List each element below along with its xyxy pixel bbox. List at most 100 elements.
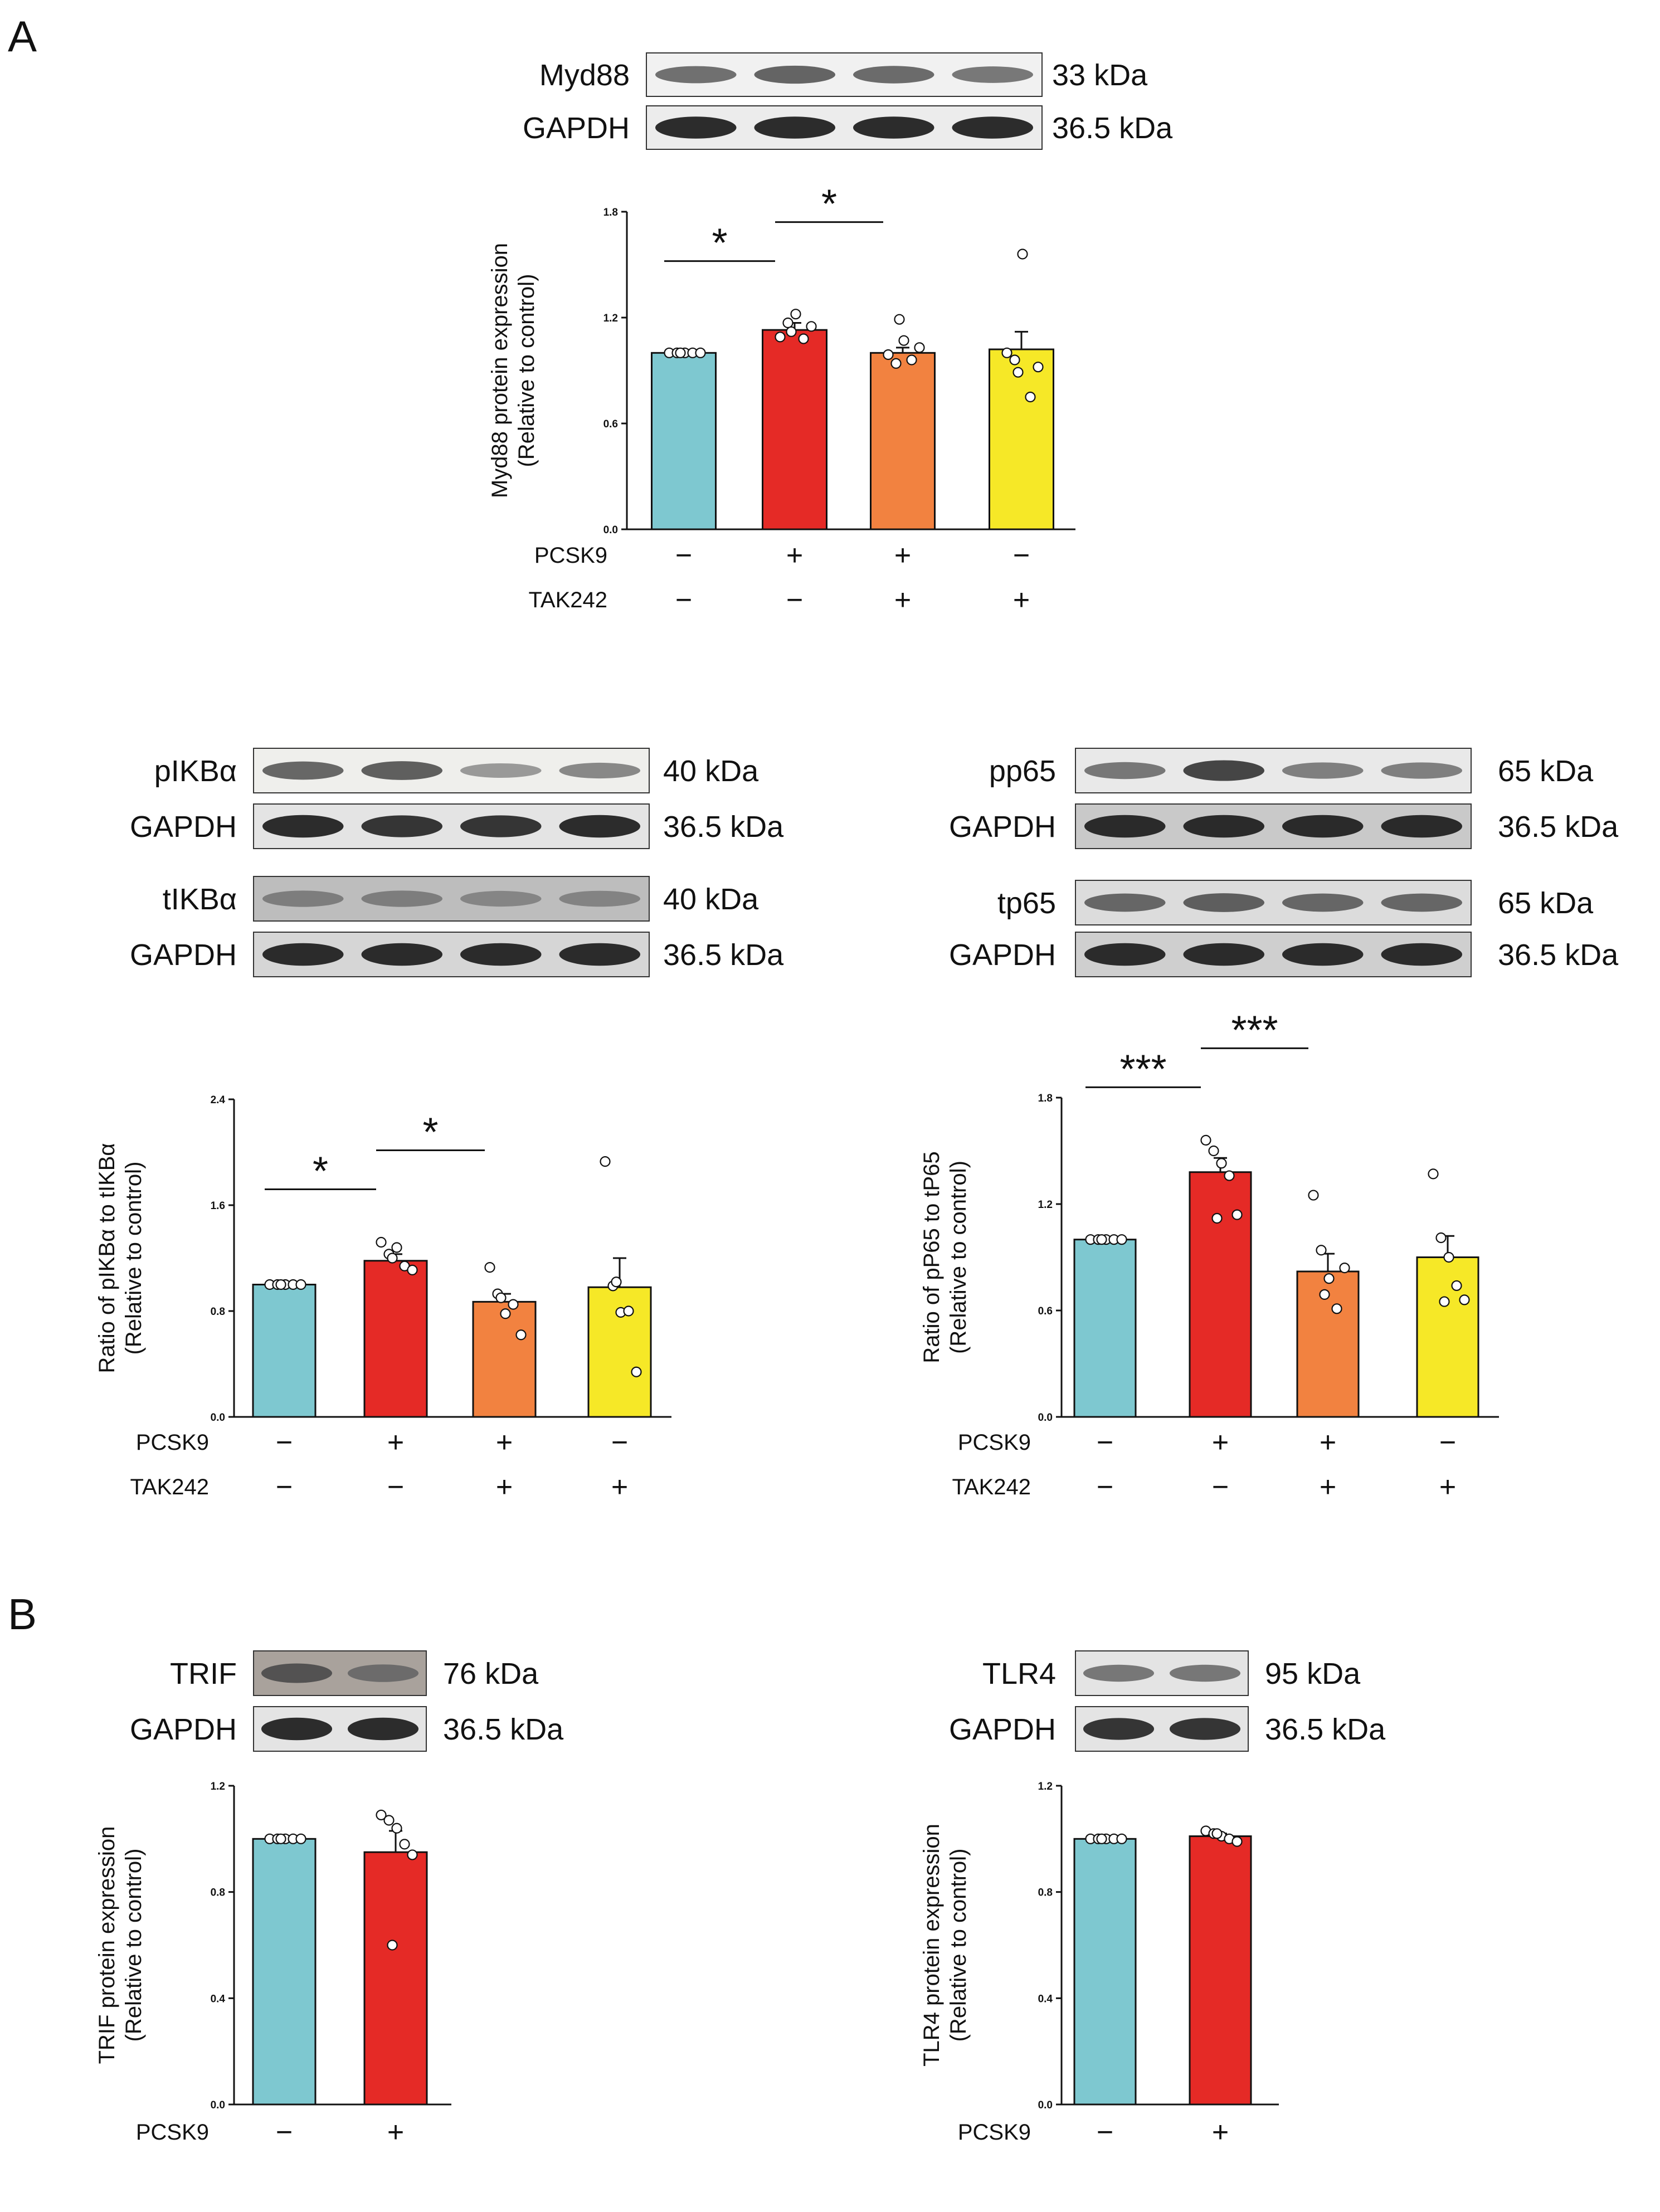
- condition-sign: +: [496, 1426, 513, 1459]
- y-tick-label: 1.2: [603, 313, 618, 324]
- data-point: [798, 333, 809, 344]
- ikb-chart: 0.0 0.8 1.6 2.4 Ratio of pIKBα to tIKBα (Rela…: [95, 1094, 671, 1503]
- y-tick-label: 0.6: [1038, 1305, 1053, 1317]
- condition-label: TAK242: [528, 588, 607, 612]
- condition-sign: −: [276, 1471, 293, 1503]
- y-tick-label: 0.0: [603, 524, 618, 536]
- y-axis-label: TRIF protein expression: [95, 1826, 119, 2064]
- data-point: [1216, 1158, 1227, 1169]
- data-point: [376, 1809, 387, 1821]
- blot-band: [361, 890, 443, 907]
- blot-band: [1183, 893, 1265, 912]
- blot-band: [1282, 943, 1364, 966]
- blot-trif: TRIF 76 kDa GAPDH 36.5 kDa: [130, 1650, 564, 1752]
- data-point: [1443, 1251, 1454, 1263]
- blot-row-myd88-0: Myd88 33 kDa: [539, 52, 1148, 97]
- condition-label: PCSK9: [136, 2120, 209, 2145]
- data-point: [1439, 1296, 1450, 1307]
- blot-band: [655, 116, 737, 139]
- blot-ikb-t: tIKBα 40 kDa GAPDH 36.5 kDa: [130, 876, 784, 977]
- data-point: [898, 335, 909, 346]
- condition-sign: −: [611, 1426, 628, 1459]
- blot-row-tlr4-0: TLR4 95 kDa: [982, 1650, 1361, 1696]
- data-point: [1339, 1263, 1350, 1274]
- blot-kda-label: 76 kDa: [443, 1657, 539, 1690]
- data-point: [894, 314, 905, 325]
- blot-label: GAPDH: [523, 111, 630, 145]
- blot-row-p65-p-1: GAPDH 36.5 kDa: [949, 803, 1619, 849]
- tlr4-chart: 0.0 0.4 0.8 1.2 TLR4 protein expression (Rela…: [919, 1781, 1279, 2148]
- data-point: [906, 354, 917, 366]
- blot-band: [754, 116, 836, 139]
- bar: [1073, 1239, 1137, 1418]
- condition-sign: +: [894, 584, 911, 616]
- y-axis-label: Myd88 protein expression: [488, 243, 512, 498]
- western-blots: Myd88 33 kDa GAPDH 36.5 kDa pIKBα 40 kDa GAPDH…: [130, 52, 1619, 1752]
- condition-sign: −: [276, 2116, 293, 2148]
- blot-row-tlr4-1: GAPDH 36.5 kDa: [949, 1706, 1386, 1752]
- blot-row-myd88-1: GAPDH 36.5 kDa: [523, 105, 1173, 150]
- blot-band: [261, 1663, 333, 1683]
- blot-kda-label: 40 kDa: [663, 883, 759, 916]
- condition-label: PCSK9: [136, 1430, 209, 1455]
- data-point: [515, 1329, 527, 1341]
- data-point: [611, 1276, 622, 1288]
- blot-band: [460, 890, 542, 907]
- y-tick-label: 0.0: [211, 2099, 225, 2111]
- blot-label: tIKBα: [163, 883, 237, 916]
- y-axis-label: (Relative to control): [946, 1849, 971, 2042]
- blot-row-trif-0: TRIF 76 kDa: [170, 1650, 539, 1696]
- condition-sign: −: [1439, 1426, 1456, 1459]
- panel-letter-a: A: [8, 12, 37, 61]
- data-point: [383, 1815, 395, 1826]
- blot-label: pIKBα: [154, 754, 237, 788]
- condition-sign: +: [1212, 1426, 1229, 1459]
- bar: [1189, 1835, 1252, 2106]
- blot-band: [1282, 815, 1364, 838]
- blot-band: [460, 943, 542, 966]
- blot-row-ikb-t-0: tIKBα 40 kDa: [163, 876, 759, 922]
- blot-row-p65-p-0: pp65 65 kDa: [989, 748, 1594, 793]
- blot-kda-label: 65 kDa: [1498, 886, 1594, 920]
- blot-band: [460, 763, 542, 778]
- blot-myd88: Myd88 33 kDa GAPDH 36.5 kDa: [523, 52, 1173, 150]
- blot-band: [952, 66, 1034, 83]
- blot-band: [262, 890, 344, 907]
- blot-band: [1381, 815, 1463, 838]
- condition-label: PCSK9: [534, 543, 607, 568]
- blot-label: pp65: [989, 754, 1056, 788]
- data-point: [790, 309, 801, 320]
- data-point: [295, 1833, 306, 1844]
- blot-kda-label: 95 kDa: [1265, 1657, 1361, 1690]
- condition-sign: −: [1097, 1471, 1113, 1503]
- y-tick-label: 1.8: [1038, 1093, 1053, 1104]
- blot-band: [1084, 762, 1166, 779]
- blot-band: [262, 815, 344, 838]
- p65-chart: 0.0 0.6 1.2 1.8 Ratio of pP65 to tP65 (Relati…: [919, 1008, 1499, 1503]
- data-point: [1025, 391, 1036, 403]
- blot-row-p65-t-1: GAPDH 36.5 kDa: [949, 932, 1619, 977]
- y-tick-label: 1.6: [211, 1200, 225, 1212]
- condition-sign: +: [1320, 1426, 1336, 1459]
- blot-label: GAPDH: [949, 1713, 1056, 1746]
- condition-sign: −: [786, 584, 803, 616]
- y-tick-label: 0.4: [1038, 1993, 1053, 2005]
- condition-label: TAK242: [130, 1475, 209, 1499]
- bar: [363, 1260, 428, 1418]
- blot-kda-label: 36.5 kDa: [663, 810, 784, 844]
- blot-band: [1282, 893, 1364, 912]
- bar: [252, 1838, 317, 2106]
- data-point: [1231, 1209, 1243, 1220]
- data-point: [1428, 1168, 1439, 1180]
- blot-band: [559, 762, 641, 779]
- blot-p65-t: tp65 65 kDa GAPDH 36.5 kDa: [949, 880, 1619, 977]
- blot-ikb-p: pIKBα 40 kDa GAPDH 36.5 kDa: [130, 748, 784, 849]
- bar: [651, 352, 717, 530]
- data-point: [275, 1833, 286, 1844]
- condition-sign: +: [496, 1471, 513, 1503]
- blot-kda-label: 65 kDa: [1498, 754, 1594, 788]
- blot-band: [460, 815, 542, 837]
- bar: [363, 1851, 428, 2106]
- bar: [762, 329, 827, 530]
